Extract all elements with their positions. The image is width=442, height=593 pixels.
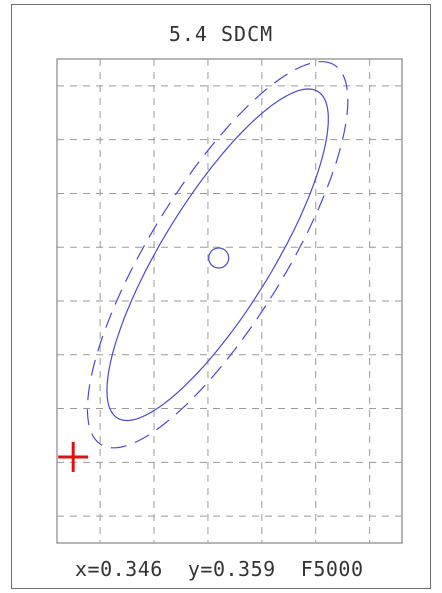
inner-ellipse-solid bbox=[106, 88, 329, 422]
readout-y: y=0.359 bbox=[187, 557, 276, 581]
grid bbox=[57, 59, 402, 543]
readout-source: F5000 bbox=[300, 557, 364, 581]
measured-point-circle bbox=[208, 247, 230, 269]
chart-title: 5.4 SDCM bbox=[168, 22, 274, 46]
outer-ellipse-dashed bbox=[86, 61, 349, 449]
coordinate-readout: x=0.346 y=0.359 F5000 bbox=[75, 557, 364, 581]
ellipse-group bbox=[86, 61, 349, 449]
point-group bbox=[58, 247, 230, 472]
chart-frame bbox=[11, 4, 431, 589]
readout-x: x=0.346 bbox=[75, 557, 163, 581]
